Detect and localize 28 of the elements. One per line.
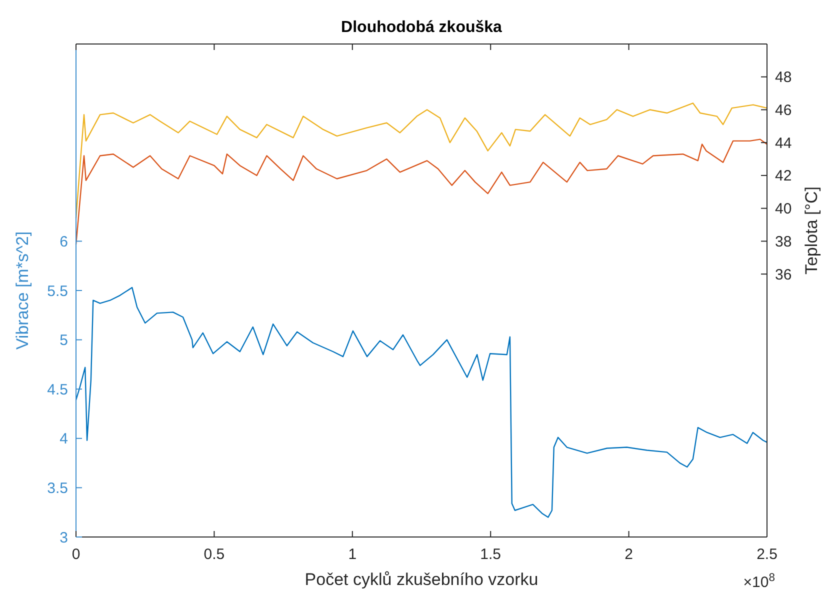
y2-axis-title: Teplota [°C] xyxy=(802,186,821,275)
x-tick-label: 0 xyxy=(72,546,80,563)
text: ×10$^{8}$ xyxy=(743,572,775,591)
x-tick-label: 2.5 xyxy=(756,546,778,563)
y2-tick-label: 44 xyxy=(775,134,792,152)
y-axis-title: Vibrace [m*s^2] xyxy=(13,231,32,350)
y2-tick-label: 40 xyxy=(775,200,792,218)
y-tick-label: 5 xyxy=(60,332,68,350)
y2-tick-label: 38 xyxy=(775,233,792,250)
x-axis-title: Počet cyklů zkušebního vzorku xyxy=(304,570,538,589)
y-tick-label: 6 xyxy=(60,233,68,250)
x-tick-label: 0.5 xyxy=(204,546,225,563)
x-tick-label: 2 xyxy=(624,546,633,563)
x-tick-label: 1.5 xyxy=(480,546,502,563)
y-tick-label: 3 xyxy=(60,529,68,546)
y-tick-label: 4.5 xyxy=(47,381,68,398)
y2-tick-label: 48 xyxy=(775,69,792,86)
y2-tick-label: 42 xyxy=(775,168,792,185)
y-tick-label: 5.5 xyxy=(47,282,68,300)
chart-title: Dlouhodobá zkouška xyxy=(341,19,502,36)
line-series xyxy=(75,102,768,219)
y2-tick-label: 36 xyxy=(775,266,792,284)
y2-tick-label: 46 xyxy=(775,102,792,119)
y-tick-label: 4 xyxy=(60,430,68,448)
y-tick-label: 3.5 xyxy=(47,480,68,497)
x-tick-label: 1 xyxy=(348,546,357,563)
line-series xyxy=(75,286,768,518)
line-series xyxy=(75,138,768,246)
